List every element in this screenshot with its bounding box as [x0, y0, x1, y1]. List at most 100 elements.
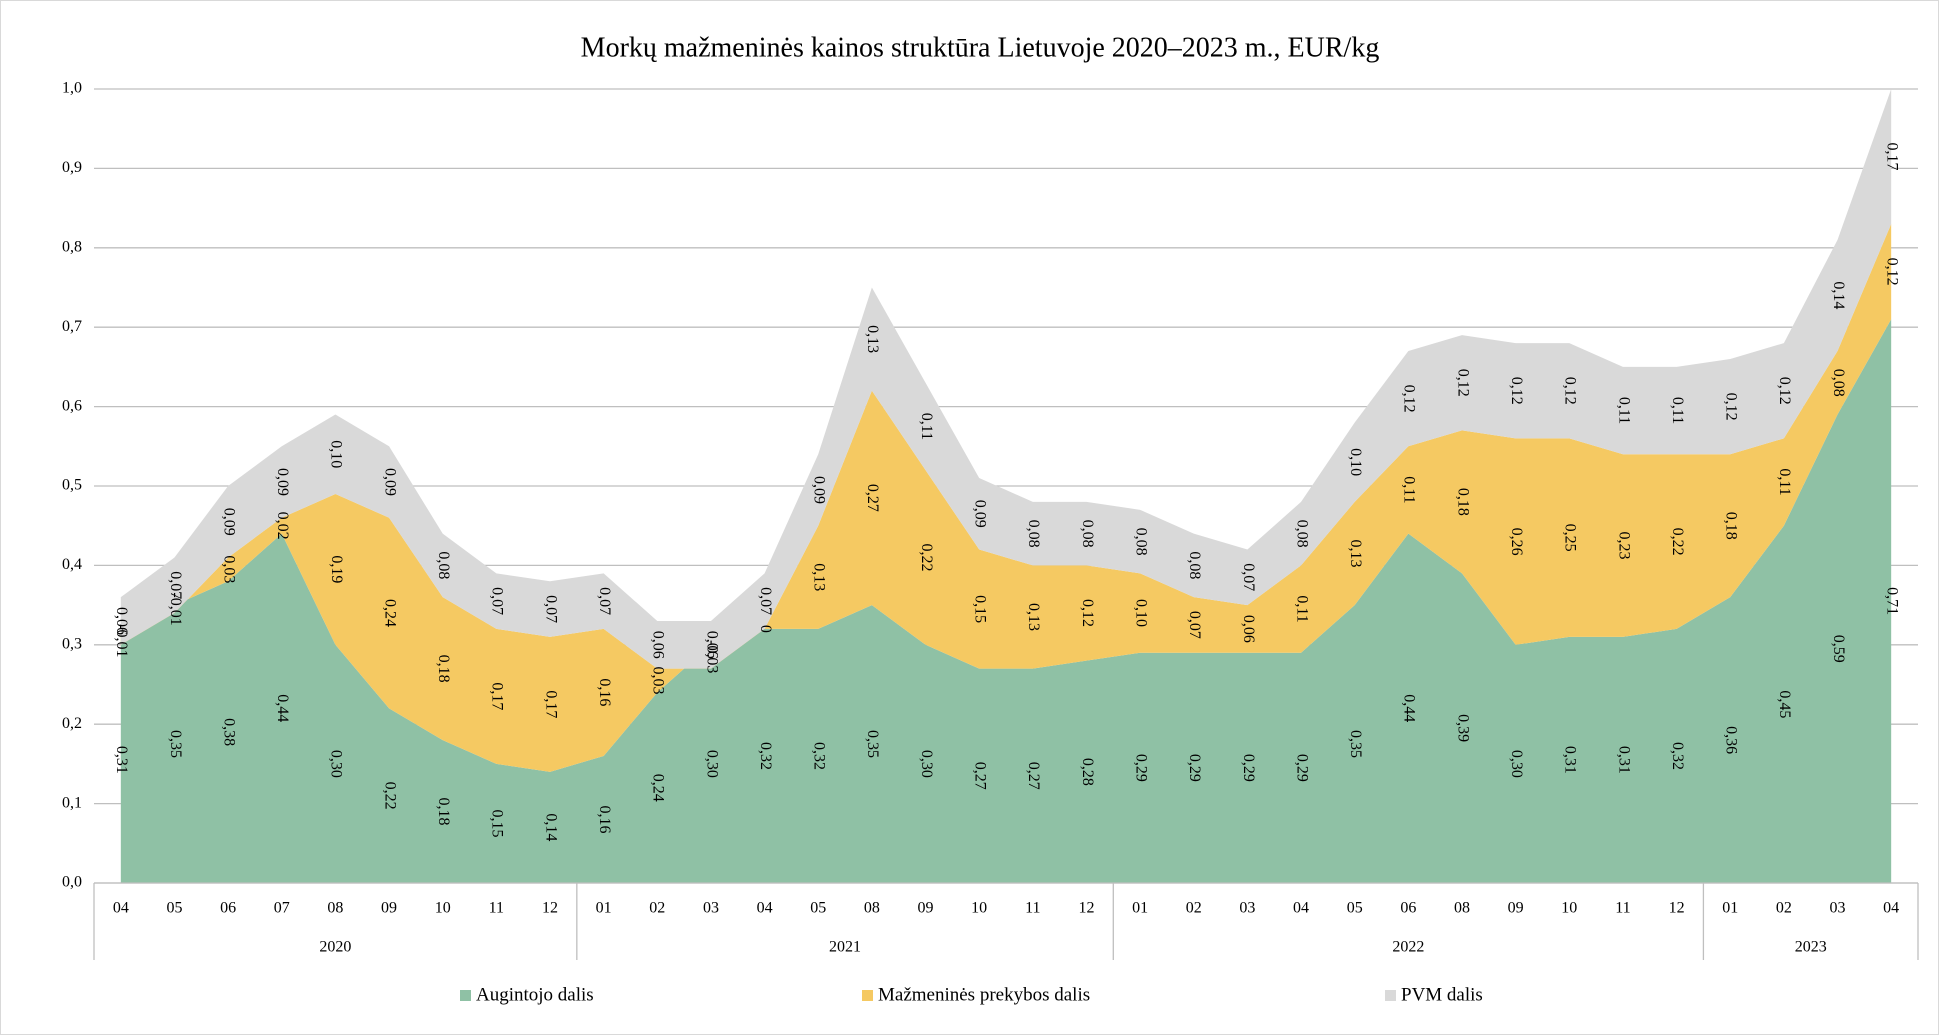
data-label: 0,31: [1562, 746, 1579, 774]
data-label: 0,16: [596, 678, 613, 706]
area: [120, 89, 1892, 669]
data-label: 0,29: [1293, 754, 1310, 782]
area: [120, 223, 1892, 772]
data-label: 0,07: [542, 595, 559, 623]
data-label: 0,26: [1508, 528, 1525, 556]
x-tick-label: 06: [1400, 900, 1416, 917]
y-tick-label: 0,3: [62, 635, 82, 652]
legend-swatch: [1385, 990, 1396, 1001]
x-tick-label: 12: [1078, 900, 1094, 917]
y-tick-label: 0,7: [62, 318, 82, 335]
data-label: 0,14: [542, 813, 559, 841]
x-tick-label: 10: [1561, 900, 1577, 917]
data-label: 0,09: [220, 508, 237, 536]
x-tick-label: 03: [1239, 900, 1255, 917]
y-tick-label: 0,1: [62, 794, 82, 811]
data-label: 0,08: [1830, 369, 1847, 397]
data-label: 0,18: [435, 798, 452, 826]
data-label: 0,09: [274, 468, 291, 496]
data-label: 0,27: [972, 762, 989, 790]
x-tick-label: 05: [1347, 900, 1363, 917]
data-label: 0,45: [1776, 690, 1793, 718]
data-label: 0,10: [328, 440, 345, 468]
data-label: 0,09: [972, 500, 989, 528]
data-label: 0,11: [1293, 595, 1310, 622]
data-label: 0,08: [1186, 551, 1203, 579]
x-tick-label: 08: [1454, 900, 1470, 917]
x-tick-label: 08: [327, 900, 343, 917]
x-tick-label: 05: [166, 900, 182, 917]
chart-title: Morkų mažmeninės kainos struktūra Lietuv…: [581, 32, 1380, 63]
x-tick-label: 06: [220, 900, 236, 917]
legend-swatch: [460, 990, 471, 1001]
x-tick-label: 10: [971, 900, 987, 917]
x-tick-label: 02: [1776, 900, 1792, 917]
data-label: 0,44: [1401, 694, 1418, 722]
data-label: 0,10: [1132, 599, 1149, 627]
data-label: 0,06: [1240, 615, 1257, 643]
y-tick-label: 1,0: [62, 80, 82, 97]
data-label: 0,07: [757, 587, 774, 615]
y-tick-label: 0,0: [62, 874, 82, 891]
data-label: 0,17: [1884, 142, 1901, 170]
x-tick-label: 01: [1722, 900, 1738, 917]
data-label: 0,29: [1186, 754, 1203, 782]
x-tick-label: 04: [757, 900, 773, 917]
y-tick-label: 0,4: [62, 556, 82, 573]
data-label: 0,12: [1884, 258, 1901, 286]
x-tick-label: 01: [596, 900, 612, 917]
data-label: 0,08: [435, 551, 452, 579]
data-label: 0,09: [381, 468, 398, 496]
x-tick-label: 03: [1830, 900, 1846, 917]
x-tick-label: 08: [864, 900, 880, 917]
data-label: 0,25: [1562, 524, 1579, 552]
data-label: 0,15: [489, 809, 506, 837]
data-label: 0,07: [167, 571, 184, 599]
x-tick-label: 02: [649, 900, 665, 917]
y-tick-label: 0,2: [62, 715, 82, 732]
data-label: 0,39: [1454, 714, 1471, 742]
data-label: 0,15: [972, 595, 989, 623]
y-tick-label: 0,8: [62, 238, 82, 255]
data-label: 0,18: [435, 655, 452, 683]
legend-label: PVM dalis: [1401, 984, 1483, 1005]
legend-swatch: [862, 990, 873, 1001]
data-label: 0: [757, 625, 774, 633]
data-label: 0,12: [1562, 377, 1579, 405]
data-label: 0,06: [650, 631, 667, 659]
data-label: 0,06: [703, 631, 720, 659]
data-label: 0,07: [1186, 611, 1203, 639]
data-label: 0,30: [1508, 750, 1525, 778]
data-label: 0,18: [1454, 488, 1471, 516]
legend-label: Augintojo dalis: [476, 984, 594, 1005]
data-label: 0,07: [489, 587, 506, 615]
data-label: 0,27: [864, 484, 881, 512]
data-label: 0,12: [1776, 377, 1793, 405]
data-label: 0,44: [274, 694, 291, 722]
group-label: 2021: [829, 939, 861, 956]
data-label: 0,59: [1830, 635, 1847, 663]
data-label: 0,30: [703, 750, 720, 778]
data-label: 0,31: [1615, 746, 1632, 774]
data-label: 0,03: [650, 667, 667, 695]
x-tick-label: 11: [489, 900, 504, 917]
data-label: 0,02: [274, 512, 291, 540]
data-label: 0,22: [918, 543, 935, 571]
data-label: 0,13: [864, 325, 881, 353]
data-label: 0,17: [489, 682, 506, 710]
group-label: 2023: [1795, 939, 1827, 956]
data-label: 0,31: [113, 746, 130, 774]
x-tick-label: 04: [1293, 900, 1309, 917]
data-label: 0,30: [328, 750, 345, 778]
x-tick-label: 10: [435, 900, 451, 917]
data-label: 0,11: [1776, 468, 1793, 495]
data-label: 0,08: [1079, 520, 1096, 548]
x-tick-label: 04: [113, 900, 129, 917]
data-label: 0,11: [918, 413, 935, 440]
data-label: 0,13: [1347, 539, 1364, 567]
x-tick-label: 11: [1025, 900, 1040, 917]
data-label: 0,12: [1454, 369, 1471, 397]
y-tick-label: 0,5: [62, 477, 82, 494]
data-label: 0,35: [864, 730, 881, 758]
